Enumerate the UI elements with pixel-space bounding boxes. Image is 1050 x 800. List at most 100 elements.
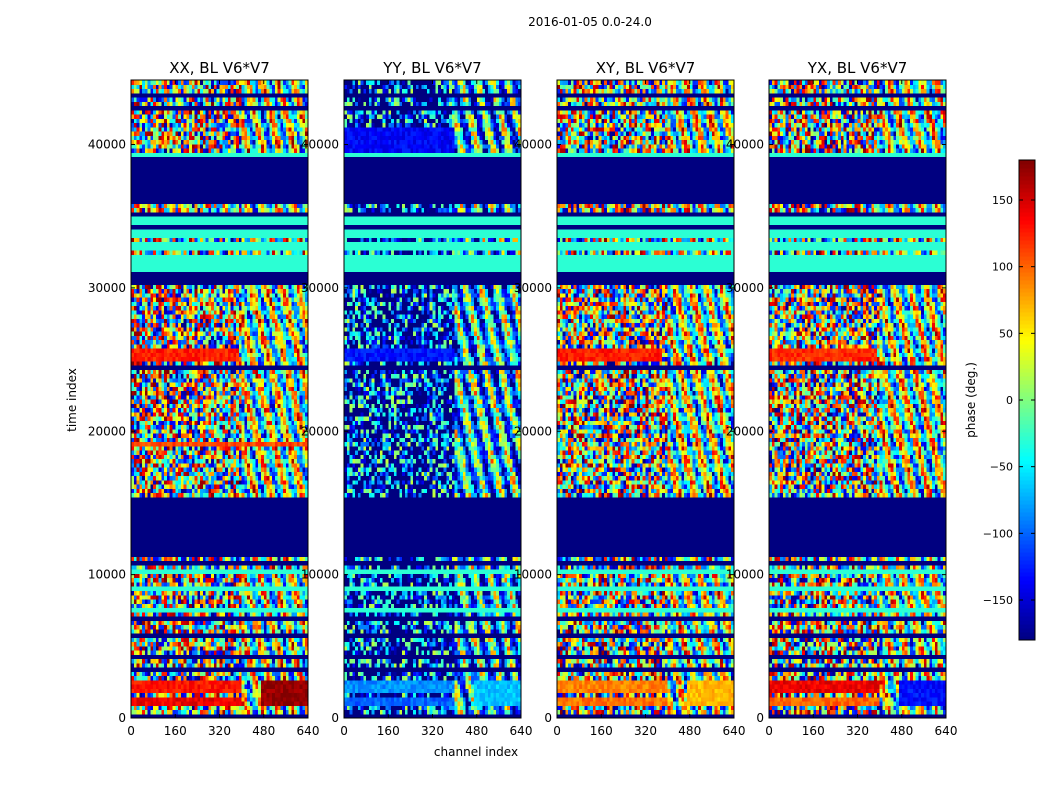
heatmap-cell [305, 488, 309, 494]
heatmap-cell [272, 662, 276, 668]
heatmap-cell [150, 641, 154, 647]
heatmap-cell [172, 603, 176, 609]
heatmap-cell [142, 381, 146, 387]
heatmap-cell [294, 611, 298, 617]
heatmap-cell [266, 454, 270, 460]
heatmap-cell [153, 662, 157, 668]
heatmap-cell [299, 679, 304, 685]
heatmap-cell [158, 573, 163, 579]
heatmap-cell [255, 679, 259, 685]
heatmap-cell [197, 450, 201, 455]
heatmap-cell [252, 556, 257, 562]
heatmap-cell [233, 683, 237, 689]
heatmap-cell [139, 373, 143, 379]
heatmap-cell [178, 577, 182, 583]
heatmap-cell [133, 581, 138, 587]
heatmap-cell [241, 407, 245, 413]
heatmap-cell [277, 394, 281, 400]
heatmap-cell [169, 675, 174, 681]
heatmap-cell [247, 628, 251, 634]
heatmap-cell [258, 620, 262, 626]
heatmap-cell [227, 577, 232, 583]
heatmap-cell [274, 628, 279, 634]
heatmap-cell [175, 428, 179, 434]
heatmap-cell [169, 492, 174, 498]
heatmap-cell [216, 390, 221, 396]
heatmap-cell [225, 683, 229, 689]
heatmap-cell [161, 581, 165, 587]
heatmap-cell [136, 462, 140, 468]
heatmap-cell [241, 573, 245, 579]
heatmap-cell [194, 479, 198, 485]
heatmap-cell [208, 390, 212, 396]
heatmap-cell [225, 620, 229, 626]
heatmap-cell [142, 675, 146, 681]
heatmap-cell [155, 590, 160, 596]
heatmap-cell [155, 411, 160, 417]
heatmap-cell [180, 556, 185, 562]
heatmap-cell [299, 484, 304, 489]
heatmap-cell [230, 369, 234, 375]
heatmap-cell [191, 709, 196, 715]
heatmap-cell [277, 581, 281, 587]
heatmap-cell [230, 492, 234, 498]
heatmap-cell [233, 369, 237, 375]
heatmap-cell [255, 658, 259, 664]
heatmap-cell [180, 411, 185, 417]
heatmap-cell [260, 377, 265, 383]
heatmap-cell [211, 688, 215, 694]
heatmap-cell [147, 471, 151, 477]
heatmap-cell [211, 462, 215, 468]
heatmap-cell [194, 624, 198, 630]
heatmap-cell [255, 603, 259, 609]
heatmap-cell [147, 556, 151, 562]
heatmap-cell [169, 556, 174, 562]
heatmap-cell [294, 484, 298, 489]
heatmap-cell [147, 637, 151, 643]
heatmap-cell [178, 390, 182, 396]
heatmap-cell [208, 577, 212, 583]
heatmap-cell [169, 594, 174, 600]
heatmap-cell [191, 705, 196, 711]
heatmap-cell [277, 577, 281, 583]
heatmap-cell [150, 581, 154, 587]
heatmap-cell [266, 696, 270, 702]
heatmap-cell [208, 471, 212, 477]
heatmap-cell [216, 590, 221, 596]
heatmap-cell [222, 658, 226, 664]
heatmap-cell [166, 564, 171, 570]
heatmap-cell [208, 381, 212, 387]
heatmap-cell [227, 594, 232, 600]
heatmap-cell [274, 424, 279, 430]
heatmap-cell [274, 620, 279, 626]
heatmap-cell [169, 394, 174, 400]
heatmap-cell [294, 433, 298, 438]
heatmap-cell [153, 603, 157, 609]
heatmap-cell [266, 403, 270, 409]
heatmap-cell [213, 471, 218, 477]
heatmap-cell [294, 373, 298, 379]
heatmap-cell [222, 488, 226, 494]
heatmap-cell [247, 471, 251, 477]
heatmap-cell [161, 688, 165, 694]
heatmap-cell [183, 671, 187, 677]
heatmap-cell [194, 416, 198, 421]
heatmap-cell [296, 637, 301, 643]
heatmap-cell [249, 458, 254, 464]
heatmap-cell [305, 471, 309, 477]
heatmap-cell [161, 420, 165, 426]
heatmap-cell [211, 705, 215, 711]
heatmap-cell [197, 433, 201, 438]
heatmap-cell [291, 556, 295, 562]
heatmap-cell [164, 692, 168, 698]
heatmap-cell [299, 373, 304, 379]
heatmap-cell [247, 377, 251, 383]
heatmap-cell [158, 381, 163, 387]
heatmap-cell [158, 403, 163, 409]
heatmap-cell [219, 624, 223, 630]
heatmap-cell [294, 658, 298, 664]
heatmap-cell [189, 445, 193, 451]
heatmap-cell [164, 403, 168, 409]
heatmap-cell [213, 424, 218, 430]
heatmap-cell [285, 445, 290, 451]
